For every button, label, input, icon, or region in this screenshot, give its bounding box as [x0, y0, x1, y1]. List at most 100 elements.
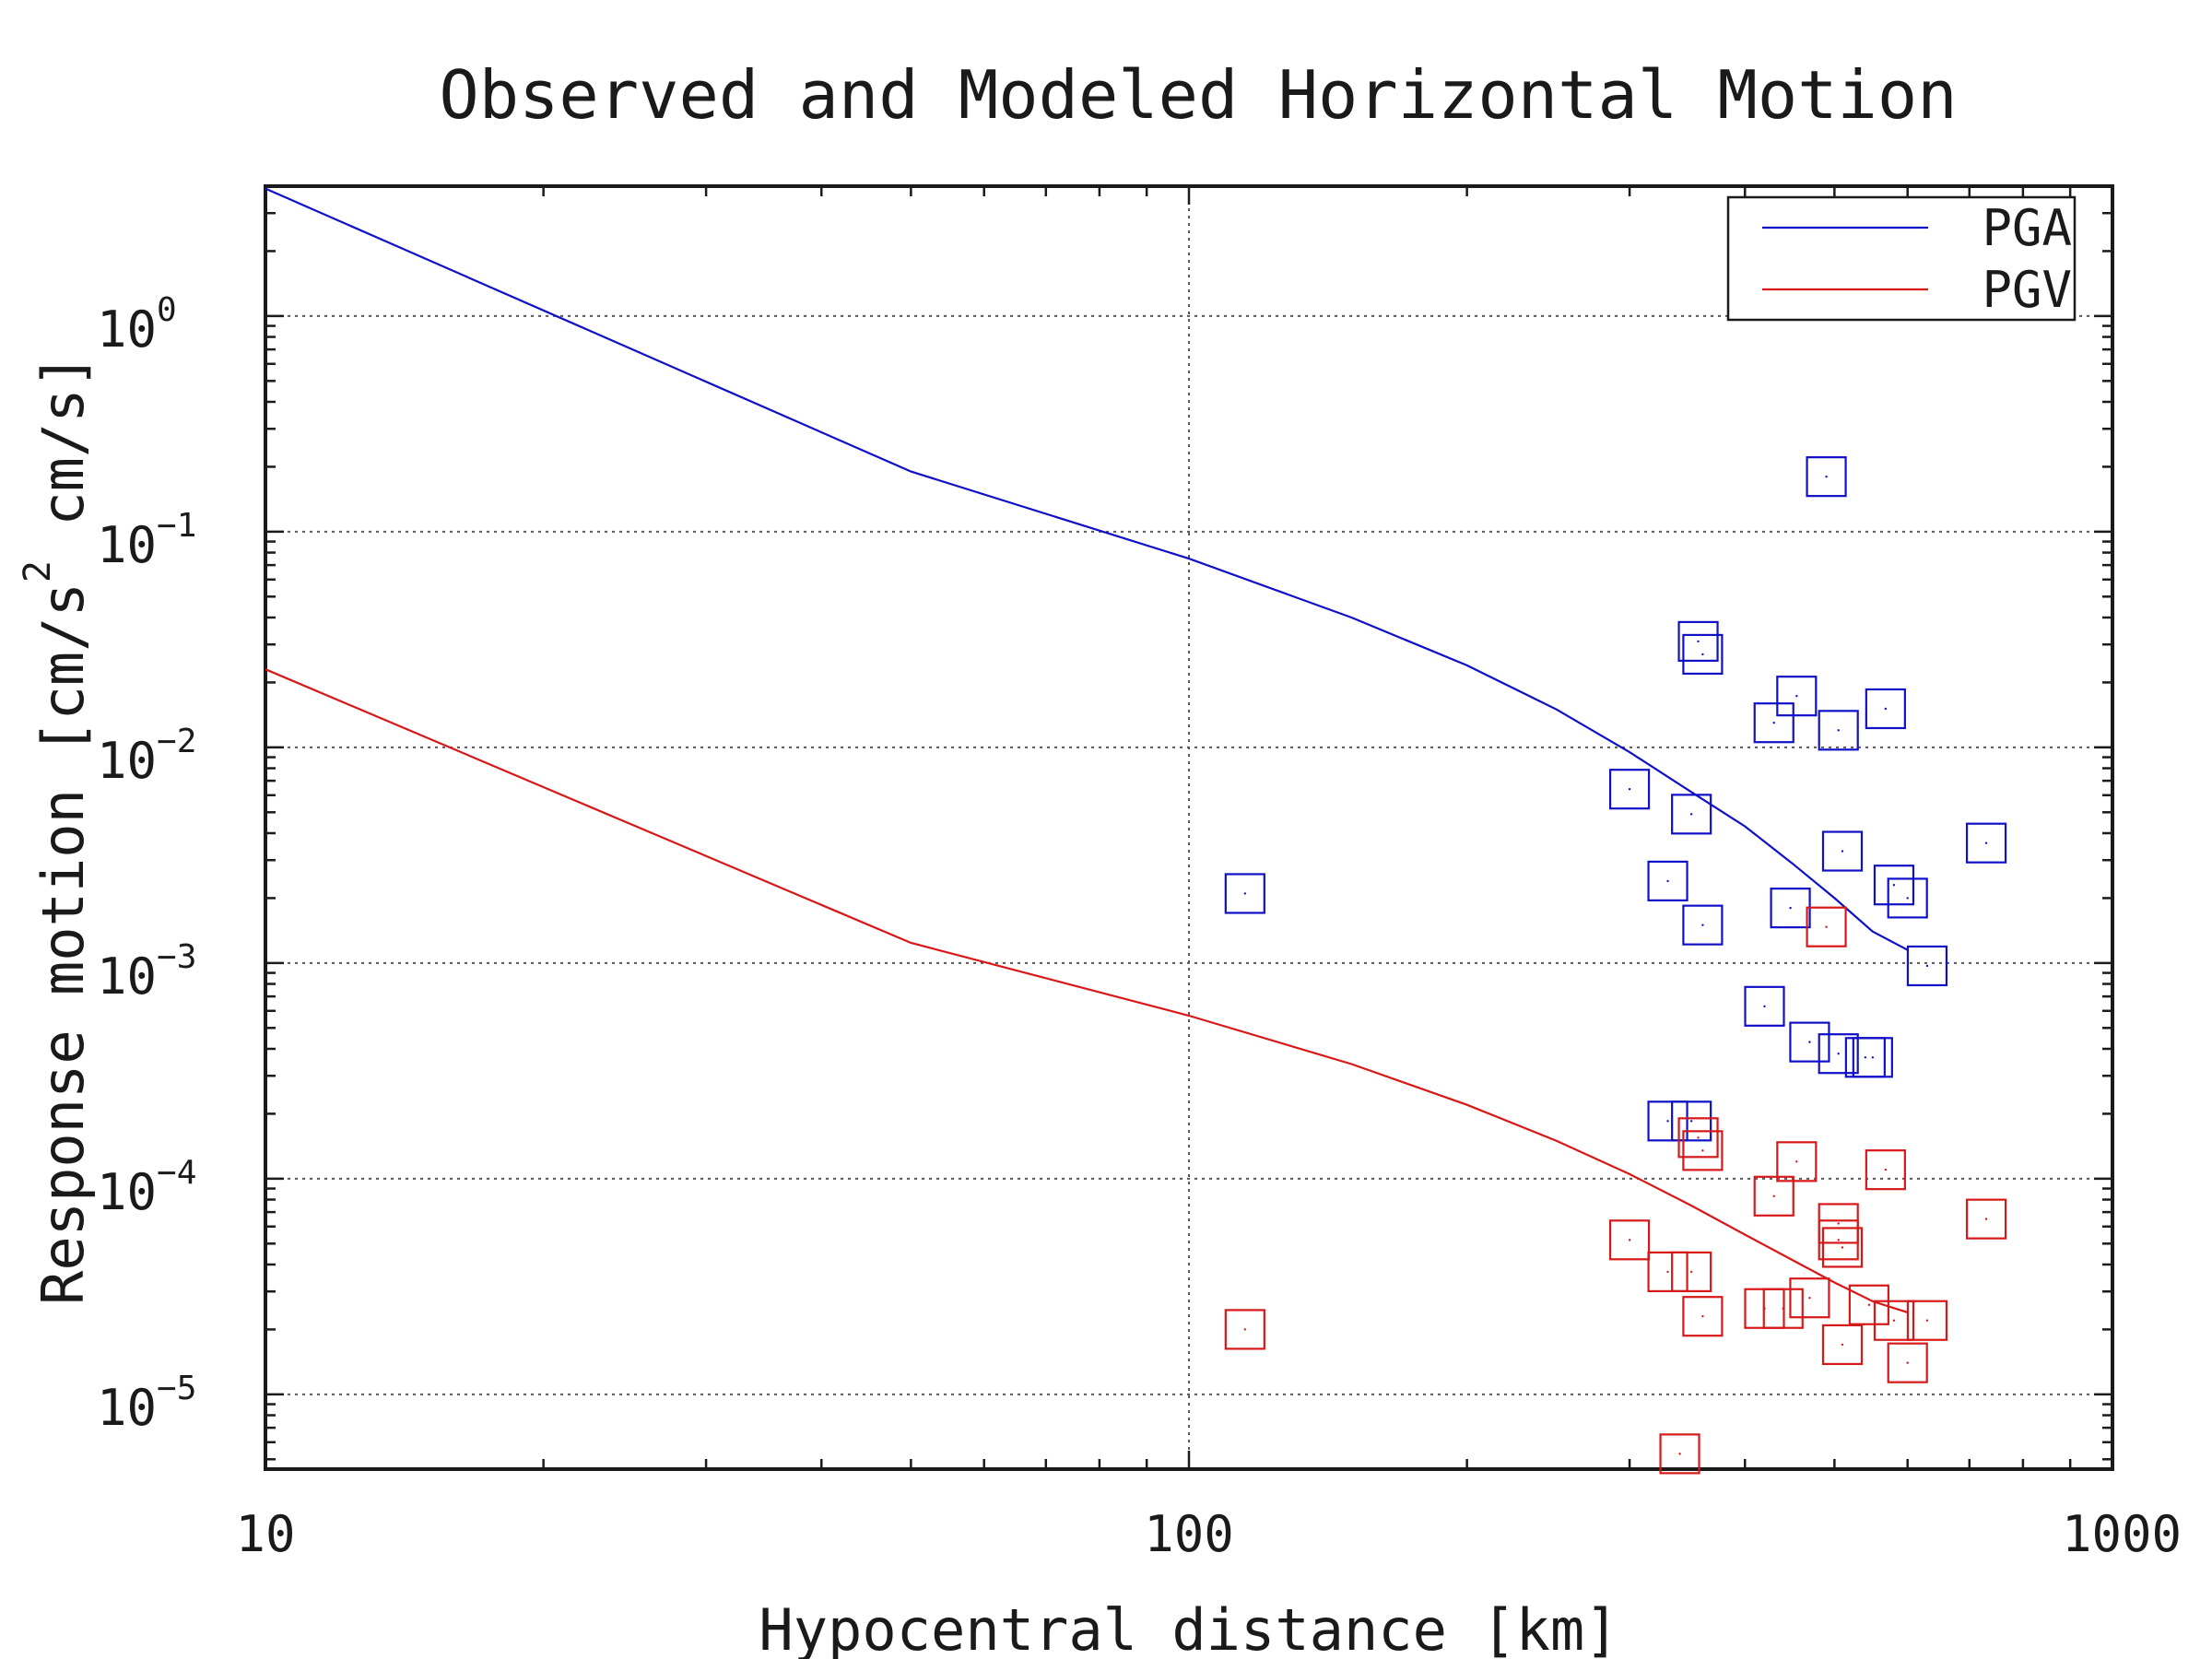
pga-marker-dot-16 [1841, 850, 1844, 853]
pga-marker-23 [1818, 1033, 1859, 1075]
pgv-marker-1 [1608, 1219, 1651, 1261]
y-tick-exponent: −5 [157, 1370, 196, 1407]
pgv-marker-dot-1 [1628, 1239, 1631, 1241]
pgv-marker-3 [1671, 1251, 1712, 1292]
y-tick-base: 10 [97, 516, 157, 574]
pgv-marker-dot-3 [1689, 1270, 1693, 1274]
y-tick-exponent: −2 [157, 723, 196, 760]
pgv-marker-0 [1224, 1309, 1265, 1350]
pga-marker-dot-1 [1628, 788, 1631, 791]
pga-marker-dot-15 [1837, 729, 1840, 732]
y-tick-base: 10 [97, 732, 157, 790]
pga-marker-15 [1818, 710, 1859, 751]
plot-frame [264, 184, 2114, 1471]
pga-marker-dot-21 [1906, 897, 1909, 900]
pgv-marker-dot-13 [1825, 925, 1828, 928]
markers-layer [1224, 456, 2007, 1475]
y-axis-label-superscript: 2 [17, 560, 59, 582]
pga-marker-2 [1647, 860, 1688, 901]
pgv-marker-11 [1776, 1141, 1818, 1182]
pga-marker-13 [1789, 1021, 1830, 1063]
pga-marker-21 [1887, 877, 1928, 919]
y-tick-label-5: 10−5 [97, 1370, 196, 1437]
pga-marker-dot-12 [1795, 694, 1798, 698]
pgv-marker-dot-5 [1701, 1149, 1704, 1152]
y-tick-exponent: −4 [157, 1154, 196, 1192]
pga-marker-dot-3 [1689, 813, 1693, 816]
pgv-marker-6 [1682, 1296, 1724, 1337]
pgv-marker-dot-9 [1772, 1194, 1775, 1197]
pgv-marker-dot-19 [1892, 1319, 1896, 1322]
pgv-marker-dot-15 [1841, 1246, 1844, 1249]
pga-marker-dot-23 [1837, 1052, 1840, 1055]
y-tick-label-0: 100 [97, 291, 177, 359]
pga-marker-6 [1682, 904, 1724, 946]
legend-label-pgv: PGV [1982, 261, 2072, 319]
pgv-marker-5 [1682, 1130, 1724, 1171]
pga-marker-dot-19 [1884, 707, 1888, 711]
pga-marker-dot-17 [1864, 1056, 1867, 1059]
pgv-marker-9 [1753, 1175, 1794, 1217]
pgv-marker-13 [1806, 906, 1847, 947]
pgv-marker-21 [1906, 1300, 1948, 1341]
pgv-marker-dot-23 [1984, 1218, 1988, 1220]
pga-marker-9 [1744, 985, 1785, 1027]
chart-title: Observed and Modeled Horizontal Motion [439, 56, 1957, 134]
pgv-marker-dot-11 [1795, 1160, 1798, 1163]
pgv-marker-dot-2 [1666, 1270, 1669, 1274]
pgv-marker-dot-18 [1884, 1168, 1888, 1171]
pgv-marker-dot-7 [1678, 1453, 1681, 1455]
pga-marker-12 [1776, 676, 1818, 717]
pgv-marker-17 [1848, 1284, 1889, 1325]
pgv-marker-15 [1821, 1227, 1864, 1268]
pgv-marker-dot-17 [1867, 1303, 1871, 1306]
y-tick-label-2: 10−2 [97, 723, 196, 790]
pgv-marker-dot-4 [1697, 1136, 1700, 1139]
pga-marker-14 [1806, 456, 1847, 498]
pga-marker-dot-11 [1789, 906, 1792, 910]
pgv-marker-dot-14 [1837, 1222, 1840, 1225]
pga-marker-5 [1682, 633, 1724, 676]
y-tick-exponent: −1 [157, 507, 196, 545]
y-tick-base: 10 [97, 300, 157, 359]
pgv-marker-dot-20 [1906, 1361, 1909, 1364]
series-layer [265, 187, 1909, 1313]
pga-marker-dot-8 [1666, 1120, 1669, 1123]
y-tick-base: 10 [97, 1379, 157, 1437]
pga-marker-dot-2 [1666, 879, 1669, 883]
pga-marker-dot-24 [1984, 841, 1988, 844]
x-tick-label-2: 1000 [2062, 1505, 2182, 1563]
pgv-marker-dot-10 [1782, 1307, 1784, 1310]
pgv-marker-dot-21 [1925, 1319, 1929, 1322]
pga-marker-dot-9 [1763, 1005, 1766, 1008]
pga-marker-3 [1671, 794, 1712, 835]
pga-marker-dot-7 [1689, 1120, 1693, 1123]
pgv-marker-dot-6 [1701, 1315, 1704, 1318]
legend-label-pga: PGA [1982, 199, 2072, 257]
pga-marker-4 [1677, 620, 1719, 662]
y-tick-base: 10 [97, 1163, 157, 1221]
legend: PGA PGV [1726, 195, 2077, 322]
pga-marker-dot-18 [1871, 1056, 1875, 1059]
pga-marker-20 [1873, 865, 1915, 906]
pgv-marker-10 [1762, 1288, 1804, 1329]
pga-marker-dot-13 [1808, 1041, 1811, 1043]
pga-marker-dot-0 [1243, 892, 1247, 895]
y-tick-base: 10 [97, 947, 157, 1006]
x-axis-label: Hypocentral distance [km] [759, 1596, 1618, 1659]
y-tick-label-1: 10−1 [97, 507, 196, 574]
pga-marker-24 [1965, 822, 2007, 864]
series-line-pga [265, 187, 1909, 951]
y-tick-exponent: 0 [157, 291, 177, 329]
pga-marker-10 [1753, 702, 1794, 744]
y-tick-exponent: −3 [157, 938, 196, 976]
x-tick-label-1: 100 [1144, 1505, 1234, 1563]
pga-marker-16 [1821, 830, 1864, 872]
pga-marker-dot-5 [1701, 653, 1704, 656]
pga-marker-18 [1852, 1037, 1893, 1078]
pga-marker-22 [1906, 945, 1948, 987]
y-axis-label-part-2: cm/s] [29, 354, 97, 560]
legend-box [1726, 195, 2077, 322]
